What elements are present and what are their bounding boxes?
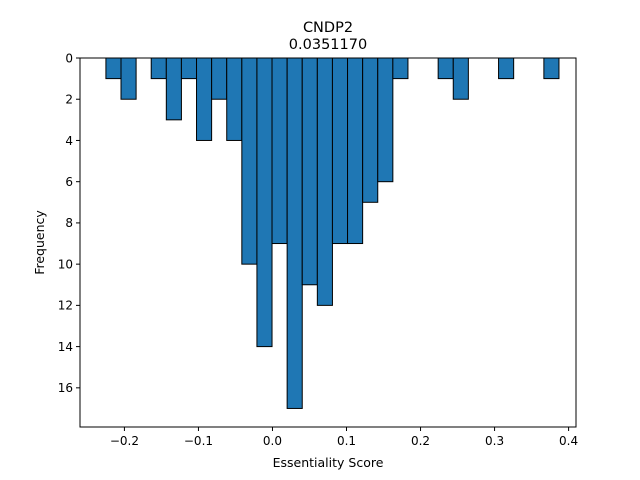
histogram-bar: [301, 57, 318, 286]
histogram-bar: [331, 57, 349, 245]
histogram-bar: [120, 57, 137, 100]
y-tick-label: 8: [65, 216, 73, 230]
histogram-bar: [241, 57, 258, 265]
chart-title: CNDP2: [303, 20, 353, 36]
histogram-bar: [377, 57, 394, 183]
histogram-bar: [437, 57, 454, 80]
histogram-bar: [543, 57, 560, 80]
histogram-bar: [165, 57, 182, 121]
y-axis-label: Frequency: [32, 210, 47, 275]
histogram-bar: [226, 57, 243, 141]
plot-frame: [79, 57, 577, 428]
histogram-bar: [498, 57, 515, 80]
y-axis-ticks: 0 2 4 6 8 10 12 14 16: [58, 51, 80, 395]
histogram-bars: [105, 57, 560, 409]
y-tick-label: 0: [65, 51, 73, 65]
x-tick-label: 0.1: [337, 434, 356, 448]
histogram-bar: [196, 57, 213, 141]
y-tick-label: 14: [58, 340, 73, 354]
histogram-bar: [256, 57, 273, 348]
histogram-bar: [150, 57, 167, 80]
x-tick-label: 0.4: [559, 434, 578, 448]
histogram-bar: [105, 57, 122, 80]
histogram-bar: [180, 57, 198, 80]
x-tick-label: −0.1: [184, 434, 213, 448]
histogram-bar: [392, 57, 409, 80]
histogram-bar: [347, 57, 364, 245]
histogram-bar: [211, 57, 228, 100]
x-tick-label: −0.2: [110, 434, 139, 448]
x-tick-label: 0.2: [411, 434, 430, 448]
y-tick-label: 10: [58, 257, 73, 271]
y-tick-label: 2: [65, 93, 73, 107]
x-axis-label: Essentiality Score: [273, 455, 384, 470]
chart-subtitle: 0.0351170: [289, 37, 367, 53]
x-axis-ticks: −0.2 −0.1 0.0 0.1 0.2 0.3 0.4: [110, 427, 578, 448]
y-tick-label: 6: [65, 175, 73, 189]
y-tick-label: 16: [58, 381, 73, 395]
histogram-bar: [286, 57, 303, 409]
y-tick-label: 4: [65, 134, 73, 148]
histogram-bar: [452, 57, 469, 100]
histogram-bar: [271, 57, 288, 245]
histogram-bar: [316, 57, 333, 306]
x-tick-label: 0.3: [485, 434, 504, 448]
y-tick-label: 12: [58, 299, 73, 313]
histogram-bar: [362, 57, 379, 203]
x-tick-label: 0.0: [263, 434, 282, 448]
